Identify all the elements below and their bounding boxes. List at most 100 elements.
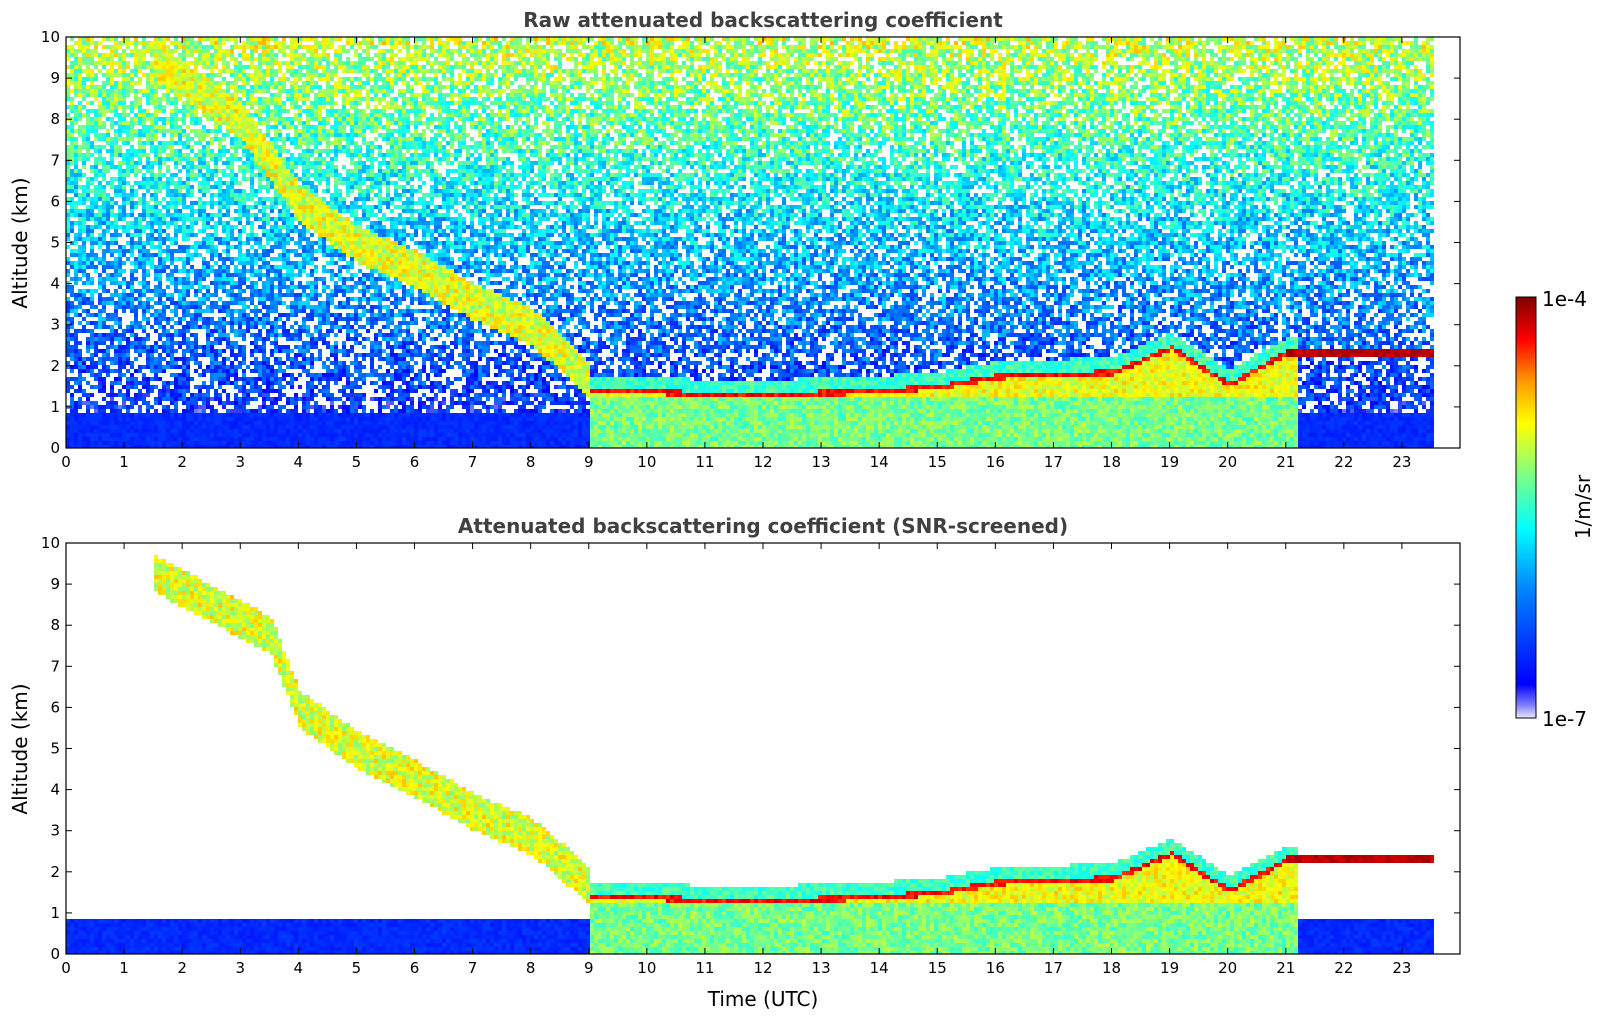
raw-panel-cell xyxy=(246,257,250,261)
raw-panel-cell xyxy=(162,333,166,337)
raw-panel-cell xyxy=(106,393,110,397)
raw-panel-cell xyxy=(218,265,222,269)
raw-panel-cell xyxy=(222,193,226,197)
raw-panel-cell xyxy=(94,61,98,65)
raw-panel-cell xyxy=(74,305,78,309)
raw-panel-cell xyxy=(110,185,114,189)
raw-panel-cell xyxy=(182,89,186,93)
raw-panel-cell xyxy=(98,361,102,365)
raw-panel-cell xyxy=(182,281,186,285)
raw-panel-cell xyxy=(134,89,138,93)
raw-panel-cell xyxy=(226,241,230,245)
raw-panel-cell xyxy=(230,301,234,305)
raw-panel-cell xyxy=(162,357,166,361)
raw-panel-cell xyxy=(214,357,218,361)
raw-panel-cell xyxy=(142,57,146,61)
raw-panel-cell xyxy=(106,401,110,405)
raw-panel-cell xyxy=(182,357,186,361)
raw-panel-cell xyxy=(102,257,106,261)
raw-panel-cell xyxy=(130,73,134,77)
raw-panel-cell xyxy=(202,201,206,205)
raw-panel-cell xyxy=(234,117,238,121)
raw-panel-cell xyxy=(98,385,102,389)
raw-panel-cell xyxy=(194,277,198,281)
raw-panel-cell xyxy=(182,333,186,337)
raw-panel-cell xyxy=(118,41,122,45)
raw-panel-cell xyxy=(90,77,94,81)
raw-panel-cell xyxy=(230,413,234,417)
raw-panel-cell xyxy=(246,237,250,241)
raw-panel-cell xyxy=(154,177,158,181)
raw-panel-cell xyxy=(226,117,230,121)
raw-panel-cell xyxy=(74,117,78,121)
raw-panel-cell xyxy=(74,253,78,257)
raw-panel-cell xyxy=(150,81,154,85)
raw-panel-cell xyxy=(158,265,162,269)
raw-panel-cell xyxy=(78,357,82,361)
raw-panel-cell xyxy=(122,401,126,405)
raw-panel-cell xyxy=(110,57,114,61)
raw-panel-cell xyxy=(210,265,214,269)
raw-panel-cell xyxy=(126,361,130,365)
raw-panel-cell xyxy=(246,425,250,429)
raw-panel-cell xyxy=(242,121,246,125)
raw-panel-cell xyxy=(170,273,174,277)
raw-panel-cell xyxy=(110,85,114,89)
raw-panel-cell xyxy=(150,261,154,265)
raw-panel-cell xyxy=(214,153,218,157)
raw-panel-cell xyxy=(134,417,138,421)
raw-panel-cell xyxy=(86,393,90,397)
raw-panel-cell xyxy=(234,65,238,69)
raw-panel-cell xyxy=(98,429,102,433)
raw-panel-cell xyxy=(142,433,146,437)
raw-panel-cell xyxy=(90,53,94,57)
raw-panel-cell xyxy=(102,321,106,325)
raw-panel-cell xyxy=(154,253,158,257)
raw-panel-cell xyxy=(242,177,246,181)
raw-panel-cell xyxy=(250,145,254,149)
raw-panel-cell xyxy=(182,165,186,169)
raw-panel-cell xyxy=(202,321,206,325)
raw-panel-cell xyxy=(98,101,102,105)
raw-panel-cell xyxy=(198,437,202,441)
raw-panel-cell xyxy=(166,441,170,445)
raw-panel-cell xyxy=(222,369,226,373)
raw-panel-cell xyxy=(210,441,214,445)
raw-panel-cell xyxy=(118,425,122,429)
raw-panel-cell xyxy=(114,145,118,149)
raw-panel-cell xyxy=(138,65,142,69)
raw-panel-cell xyxy=(198,433,202,437)
raw-panel-cell xyxy=(166,169,170,173)
raw-panel-cell xyxy=(90,41,94,45)
raw-panel-cell xyxy=(202,65,206,69)
raw-panel-cell xyxy=(218,169,222,173)
raw-panel-cell xyxy=(90,129,94,133)
raw-panel-cell xyxy=(78,149,82,153)
raw-panel-cell xyxy=(98,377,102,381)
raw-panel-cell xyxy=(166,221,170,225)
raw-panel-cell xyxy=(222,437,226,441)
raw-panel-cell xyxy=(70,81,74,85)
raw-panel-cell xyxy=(98,337,102,341)
raw-panel-cell xyxy=(118,249,122,253)
raw-panel-cell xyxy=(122,385,126,389)
raw-panel-cell xyxy=(170,353,174,357)
raw-panel-cell xyxy=(170,145,174,149)
raw-panel-cell xyxy=(166,153,170,157)
raw-panel-cell xyxy=(118,57,122,61)
raw-panel-cell xyxy=(182,45,186,49)
raw-panel-cell xyxy=(246,141,250,145)
raw-panel-cell xyxy=(162,157,166,161)
raw-panel-cell xyxy=(226,309,230,313)
raw-panel-cell xyxy=(118,101,122,105)
raw-panel-cell xyxy=(218,241,222,245)
raw-panel-cell xyxy=(150,161,154,165)
raw-panel-cell xyxy=(174,109,178,113)
raw-panel-cell xyxy=(174,133,178,137)
raw-panel-cell xyxy=(226,381,230,385)
raw-panel-cell xyxy=(162,349,166,353)
raw-panel-cell xyxy=(170,349,174,353)
raw-panel-cell xyxy=(70,253,74,257)
raw-panel-cell xyxy=(118,253,122,257)
raw-panel-cell xyxy=(98,301,102,305)
